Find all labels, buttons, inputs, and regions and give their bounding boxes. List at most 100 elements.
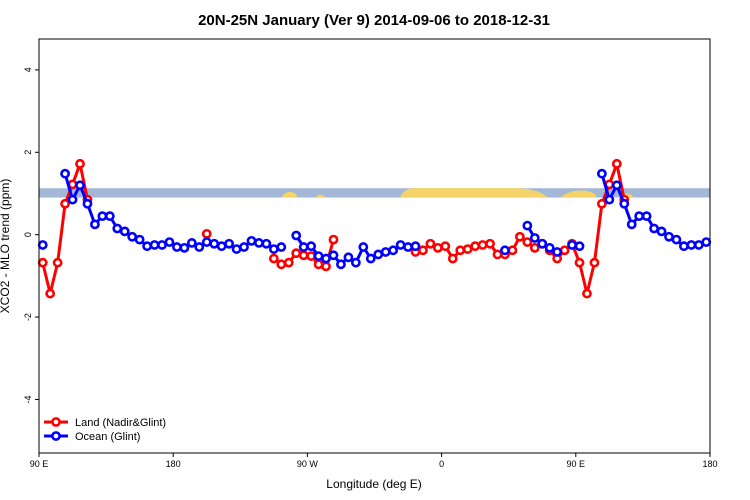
data-point — [380, 247, 391, 257]
x-tick-label: 0 — [439, 459, 444, 469]
data-point — [194, 242, 205, 252]
data-point — [283, 257, 294, 268]
data-point — [306, 241, 317, 252]
data-point — [186, 238, 197, 248]
data-point — [522, 237, 533, 247]
data-point — [477, 240, 488, 250]
data-point — [276, 259, 287, 270]
data-point — [60, 168, 70, 179]
legend-marker — [51, 417, 61, 427]
data-point — [596, 198, 607, 209]
data-point — [649, 223, 659, 234]
data-point — [291, 248, 302, 259]
data-point — [470, 241, 481, 252]
data-point — [350, 257, 361, 268]
data-point — [537, 238, 548, 249]
y-tick-label: -4 — [23, 395, 33, 403]
map-band-land — [315, 194, 326, 198]
data-point — [179, 242, 190, 253]
data-point — [231, 244, 242, 254]
data-point — [507, 245, 518, 256]
data-point — [291, 230, 302, 241]
data-point — [514, 231, 525, 242]
data-point — [671, 234, 682, 245]
data-point — [104, 211, 115, 222]
data-point — [254, 238, 264, 248]
data-point — [336, 259, 346, 270]
data-point — [149, 240, 160, 250]
data-point — [216, 241, 227, 252]
data-point — [37, 240, 48, 250]
data-point — [634, 211, 645, 222]
data-point — [313, 259, 324, 270]
x-tick-label: 180 — [166, 459, 181, 469]
data-point — [432, 242, 443, 253]
data-point — [529, 233, 540, 243]
data-point — [686, 240, 697, 250]
data-point — [60, 198, 70, 209]
data-point — [358, 242, 369, 252]
data-point — [679, 241, 689, 252]
x-tick-label: 90 W — [297, 459, 319, 469]
data-point — [75, 158, 85, 169]
data-point — [328, 234, 339, 245]
data-point — [45, 288, 56, 299]
data-point — [492, 249, 503, 260]
map-band-land — [400, 188, 548, 198]
data-point — [403, 242, 413, 252]
series-line — [415, 162, 626, 296]
x-tick-label: 180 — [702, 459, 717, 469]
data-point — [127, 231, 138, 242]
data-point — [619, 198, 630, 209]
data-point — [37, 257, 48, 268]
map-band-ocean — [39, 188, 710, 198]
data-point — [701, 237, 712, 247]
data-point — [321, 261, 331, 272]
data-point — [611, 158, 622, 169]
map-band-land — [560, 190, 597, 198]
data-point — [328, 250, 339, 261]
data-point — [693, 240, 704, 250]
data-point — [574, 257, 585, 268]
data-point — [589, 257, 600, 268]
data-point — [485, 238, 495, 249]
data-point — [611, 180, 622, 191]
series-layer — [37, 158, 712, 299]
data-point — [574, 241, 585, 252]
data-point — [582, 288, 592, 299]
x-tick-label: 90 E — [30, 459, 49, 469]
data-point — [365, 253, 376, 264]
y-tick-label: -2 — [23, 313, 33, 321]
data-point — [164, 237, 175, 247]
y-axis-label: XCO2 - MLO trend (ppm) — [0, 179, 12, 314]
data-point — [410, 241, 421, 252]
data-point — [596, 168, 607, 179]
data-point — [172, 242, 182, 252]
data-point — [440, 241, 451, 252]
data-point — [142, 241, 153, 252]
y-axis: -4 -2 0 2 4 — [23, 67, 39, 403]
x-axis-label: Longitude (deg E) — [326, 477, 421, 491]
legend-label: Ocean (Glint) — [75, 431, 140, 443]
data-point — [544, 242, 555, 253]
x-axis: 90 E 180 90 W 0 90 E 180 — [30, 453, 718, 469]
data-point — [656, 226, 667, 237]
y-tick-label: 2 — [23, 150, 33, 155]
data-point — [239, 242, 249, 252]
data-point — [641, 211, 652, 222]
data-point — [209, 238, 220, 249]
data-point — [388, 245, 399, 256]
series-land — [37, 158, 630, 299]
data-point — [268, 253, 279, 264]
data-point — [418, 245, 428, 256]
data-point — [112, 223, 123, 234]
data-point — [321, 253, 331, 264]
data-point — [559, 245, 570, 256]
data-point — [75, 180, 85, 191]
data-point — [500, 245, 510, 256]
map-band — [39, 188, 710, 198]
data-point — [306, 251, 317, 261]
data-point — [52, 257, 63, 268]
data-point — [522, 220, 533, 231]
